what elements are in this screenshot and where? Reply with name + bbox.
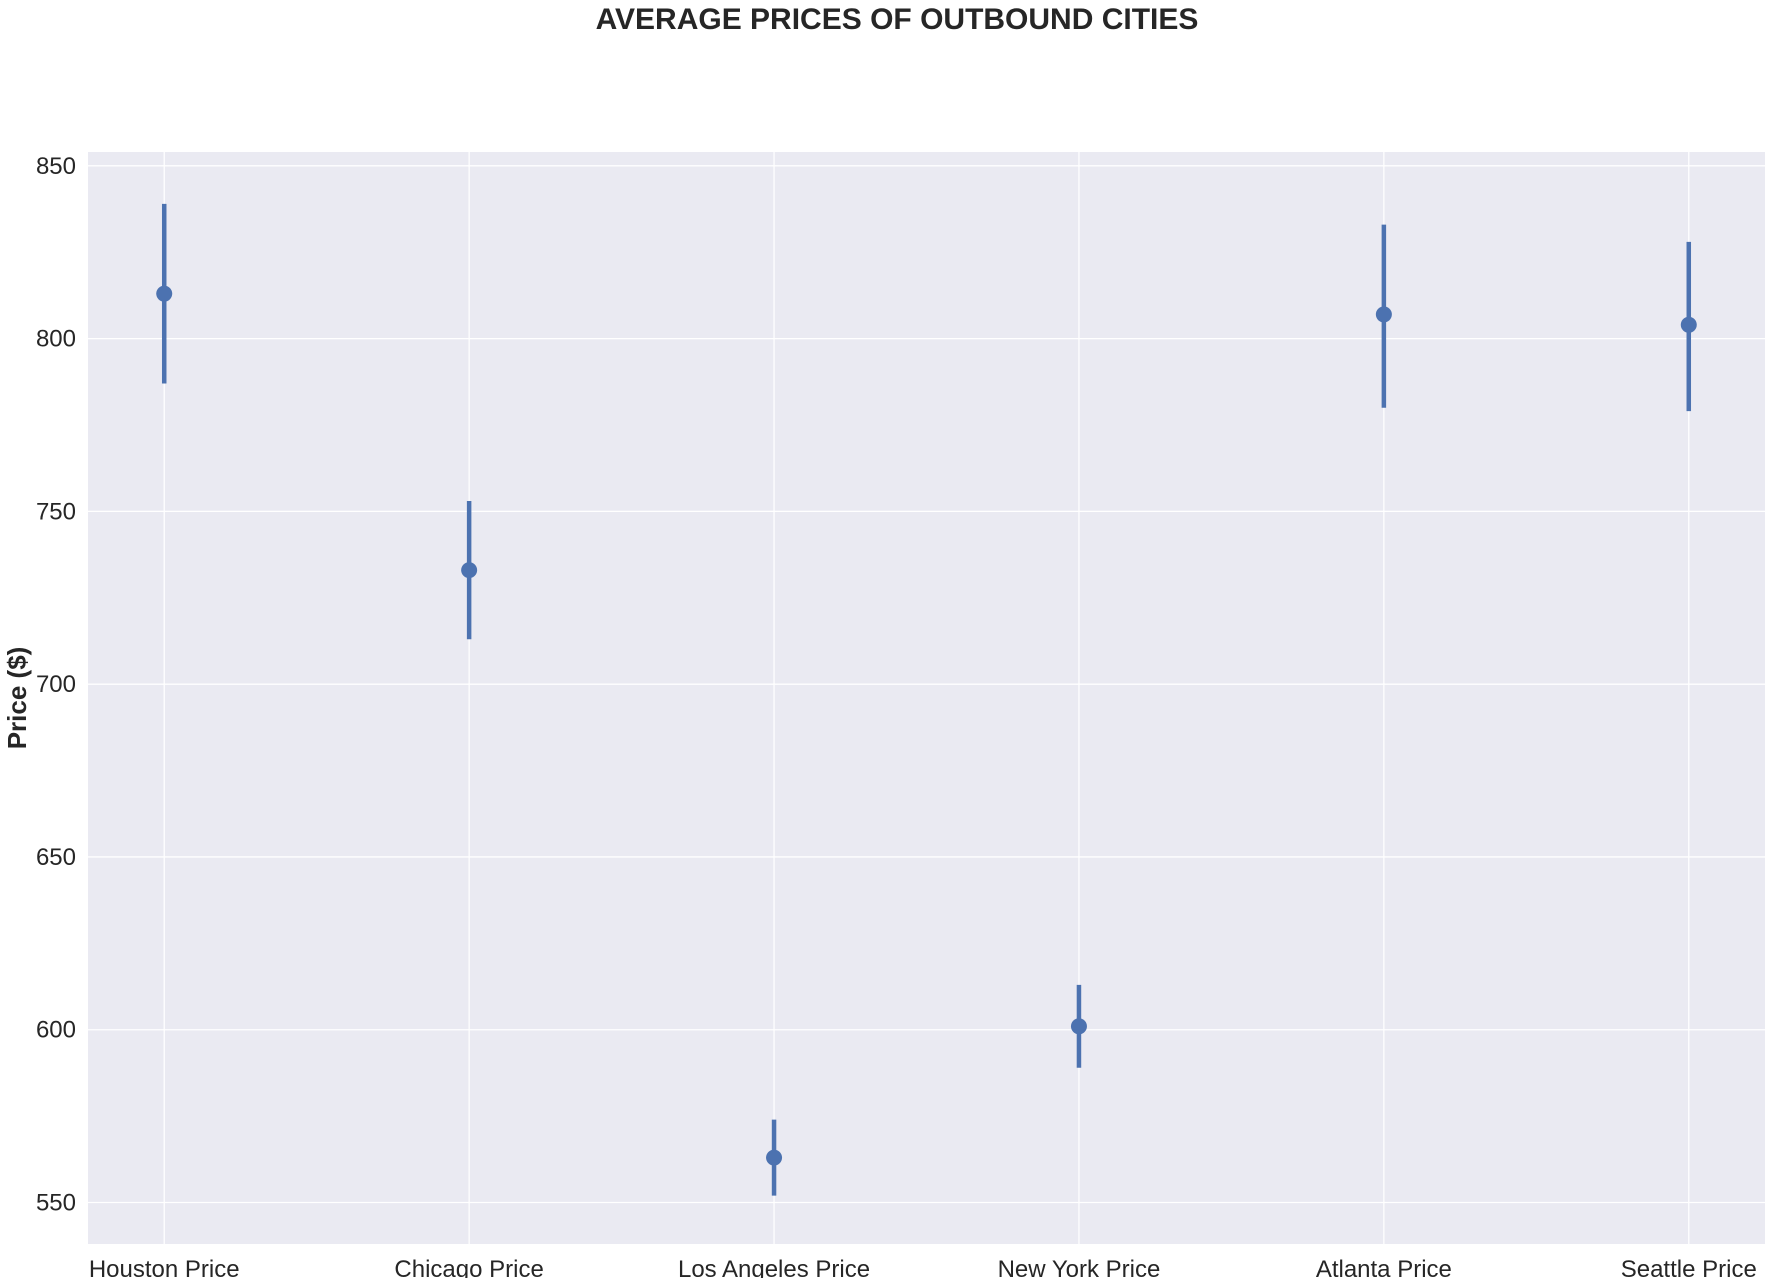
y-axis-ticks: 550 600 650 700 750 800 850 [36, 153, 76, 1217]
data-point [156, 285, 173, 302]
x-tick-label: Houston Price [89, 1256, 240, 1278]
y-axis-label: Price ($) [2, 647, 32, 750]
x-tick-label: Los Angeles Price [678, 1256, 870, 1278]
data-point [461, 562, 478, 579]
x-tick-label: Chicago Price [394, 1256, 543, 1278]
y-tick-label: 600 [36, 1017, 76, 1044]
x-tick-label: New York Price [998, 1256, 1161, 1278]
data-point [1375, 306, 1392, 323]
y-tick-label: 850 [36, 153, 76, 180]
data-marks [156, 203, 1697, 1196]
data-point [766, 1149, 783, 1166]
data-point [1680, 316, 1697, 333]
y-tick-label: 650 [36, 844, 76, 871]
chart-title: AVERAGE PRICES OF OUTBOUND CITIES [596, 3, 1199, 36]
x-axis-ticks: Houston Price Chicago Price Los Angeles Pr… [89, 1256, 1757, 1278]
x-tick-label: Seattle Price [1621, 1256, 1757, 1278]
y-tick-label: 550 [36, 1190, 76, 1217]
y-tick-label: 800 [36, 326, 76, 353]
y-tick-label: 750 [36, 498, 76, 525]
plot-area [88, 152, 1765, 1244]
y-tick-label: 700 [36, 671, 76, 698]
x-tick-label: Atlanta Price [1316, 1256, 1452, 1278]
data-point [1070, 1018, 1087, 1035]
